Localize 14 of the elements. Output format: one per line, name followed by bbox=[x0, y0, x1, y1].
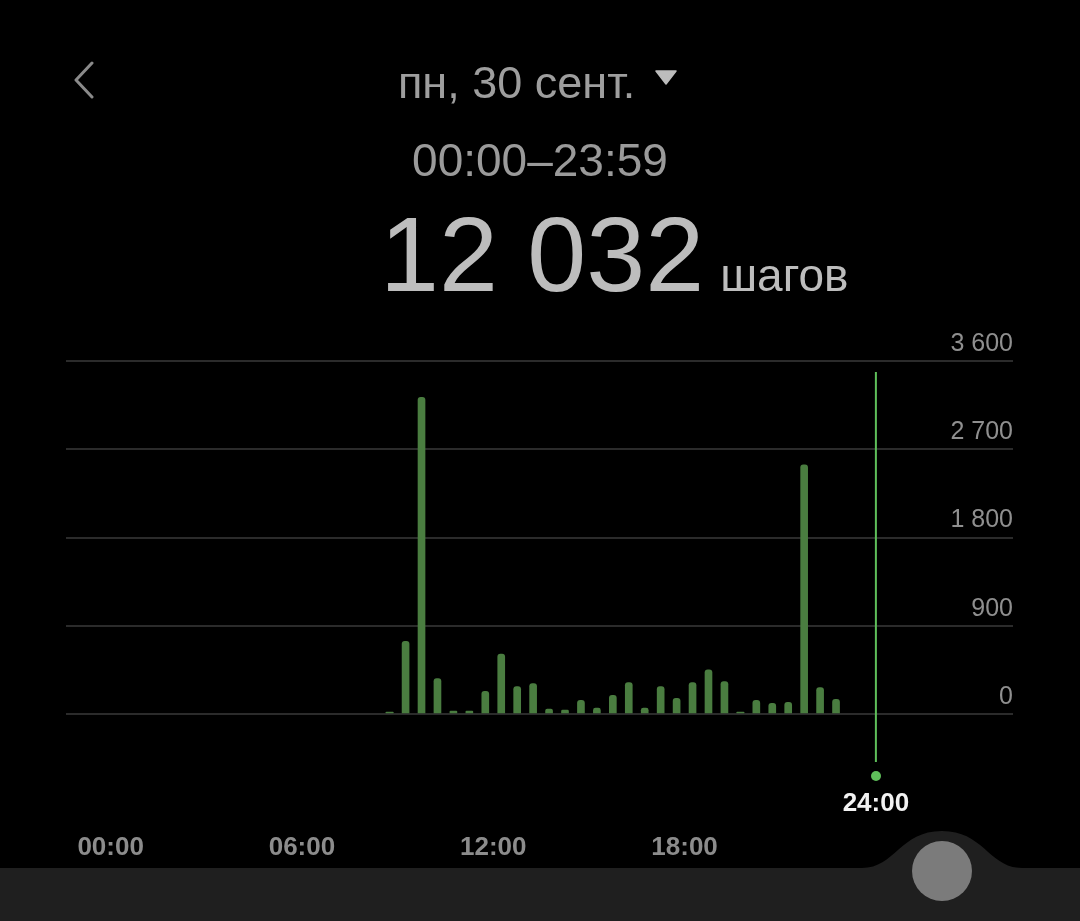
x-tick-label: 06:00 bbox=[268, 830, 336, 861]
text: 12 032 bbox=[380, 195, 705, 313]
chart-title: пн, 30 сент. bbox=[398, 57, 636, 108]
x-tick-label: 00:00 bbox=[77, 830, 144, 861]
chart-subtitle: 00:00–23:59 bbox=[411, 134, 669, 186]
y-tick-label: 0 bbox=[999, 680, 1013, 709]
text: шагов bbox=[720, 249, 849, 301]
ref-line-label: 24:00 bbox=[842, 787, 910, 818]
x-tick-label: 18:00 bbox=[651, 830, 718, 861]
y-tick-label: 1 800 bbox=[950, 504, 1013, 533]
x-tick-label: 12:00 bbox=[460, 830, 527, 861]
y-tick-label: 900 bbox=[971, 592, 1013, 621]
y-tick-label: 2 700 bbox=[950, 416, 1013, 445]
y-tick-label: 3 600 bbox=[950, 327, 1013, 356]
